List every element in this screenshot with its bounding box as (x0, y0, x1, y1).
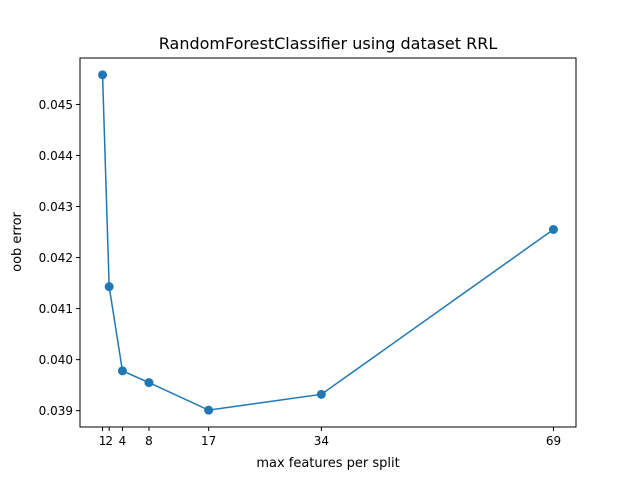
y-tick-label: 0.045 (39, 98, 73, 112)
y-tick-label: 0.040 (39, 353, 73, 367)
y-axis: 0.039 0.040 0.041 0.042 0.043 0.044 0.045 (39, 98, 80, 418)
x-tick-label: 34 (314, 434, 329, 448)
y-tick-label: 0.044 (39, 149, 73, 163)
x-tick-label: 8 (145, 434, 153, 448)
data-point (104, 282, 114, 292)
data-point (548, 224, 558, 234)
x-axis-label: max features per split (256, 456, 399, 471)
y-tick-label: 0.041 (39, 302, 73, 316)
x-tick-label: 4 (119, 434, 127, 448)
x-tick-label: 69 (546, 434, 561, 448)
y-tick-label: 0.042 (39, 251, 73, 265)
data-point (117, 366, 127, 376)
data-point (204, 405, 214, 415)
series-line (101, 74, 554, 411)
x-tick-label: 17 (201, 434, 216, 448)
data-point (98, 70, 108, 80)
series-markers (98, 70, 558, 415)
plot-area (79, 57, 577, 428)
y-tick-label: 0.039 (39, 404, 73, 418)
data-point (316, 389, 326, 399)
plot-frame (79, 57, 577, 428)
y-tick-label: 0.043 (39, 200, 73, 214)
data-point (144, 378, 154, 388)
x-axis: 12 4 8 17 34 69 (99, 427, 561, 448)
x-tick-label: 1 (99, 434, 107, 448)
x-tick-label: 2 (105, 434, 113, 448)
y-axis-label: oob error (10, 211, 25, 271)
chart-title: RandomForestClassifier using dataset RRL (159, 34, 498, 53)
